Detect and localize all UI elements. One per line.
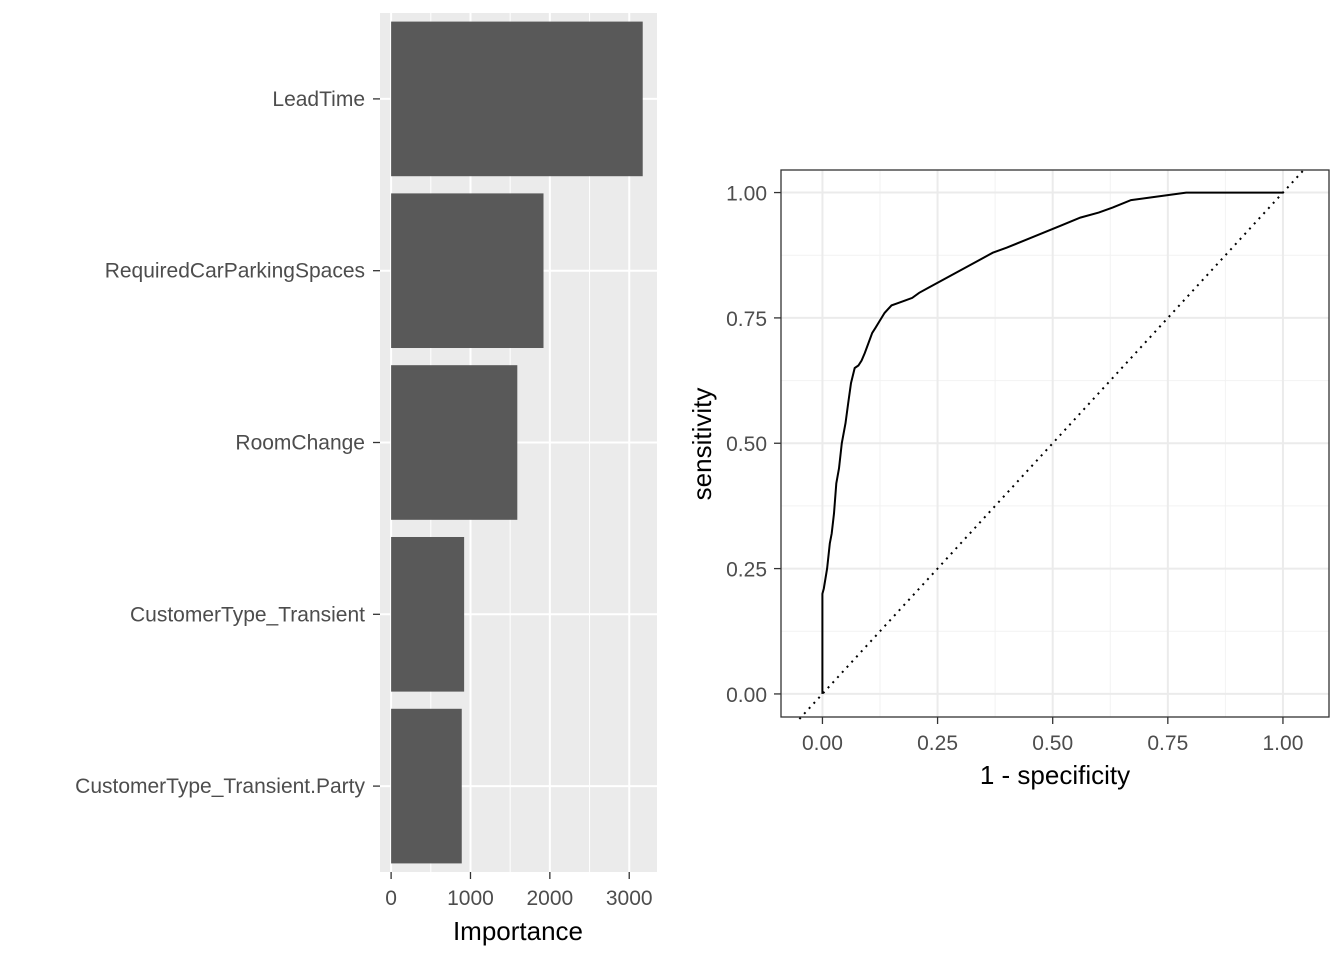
roc-x-axis: 0.00 0.25 0.50 0.75 1.00 xyxy=(802,717,1303,755)
importance-bars xyxy=(391,21,643,864)
roc-x-axis-title: 1 - specificity xyxy=(980,760,1130,790)
importance-bar xyxy=(391,365,518,520)
importance-y-tick-label: CustomerType_Transient.Party xyxy=(75,775,365,798)
importance-bar xyxy=(391,21,643,177)
roc-y-tick-label: 0.25 xyxy=(726,559,767,582)
importance-x-tick-label: 1000 xyxy=(447,887,494,910)
roc-x-tick-label: 0.50 xyxy=(1032,732,1073,755)
roc-chart: 0.00 0.25 0.50 0.75 1.00 0.00 0.25 0.50 0.75 1.0… xyxy=(687,166,1330,790)
roc-x-tick-label: 1.00 xyxy=(1263,732,1304,755)
importance-x-tick-label: 0 xyxy=(385,887,397,910)
roc-x-tick-label: 0.00 xyxy=(802,732,843,755)
importance-x-axis: 0 1000 2000 3000 xyxy=(385,872,653,910)
roc-diagonal-reference-line xyxy=(798,166,1307,720)
importance-y-axis: LeadTime RequiredCarParkingSpaces RoomChan… xyxy=(75,88,380,798)
roc-y-tick-label: 0.50 xyxy=(726,433,767,456)
roc-y-tick-label: 0.75 xyxy=(726,308,767,331)
roc-x-tick-label: 0.25 xyxy=(917,732,958,755)
importance-y-tick-label: RoomChange xyxy=(235,432,365,455)
roc-y-axis: 0.00 0.25 0.50 0.75 1.00 xyxy=(726,183,781,707)
roc-y-tick-label: 1.00 xyxy=(726,183,767,206)
importance-x-tick-label: 2000 xyxy=(526,887,573,910)
importance-x-axis-title: Importance xyxy=(453,916,583,946)
importance-y-tick-label: RequiredCarParkingSpaces xyxy=(105,260,365,283)
importance-bar xyxy=(391,536,465,692)
importance-bar xyxy=(391,708,462,864)
importance-x-tick-label: 3000 xyxy=(606,887,653,910)
importance-y-tick-label: LeadTime xyxy=(272,88,365,111)
roc-lines xyxy=(798,166,1307,720)
importance-y-tick-label: CustomerType_Transient xyxy=(130,603,365,626)
importance-bar xyxy=(391,193,544,349)
importance-chart: LeadTime RequiredCarParkingSpaces RoomChan… xyxy=(75,13,657,946)
roc-curve xyxy=(821,191,1283,694)
roc-x-tick-label: 0.75 xyxy=(1147,732,1188,755)
roc-y-tick-label: 0.00 xyxy=(726,684,767,707)
roc-y-axis-title: sensitivity xyxy=(687,388,717,501)
